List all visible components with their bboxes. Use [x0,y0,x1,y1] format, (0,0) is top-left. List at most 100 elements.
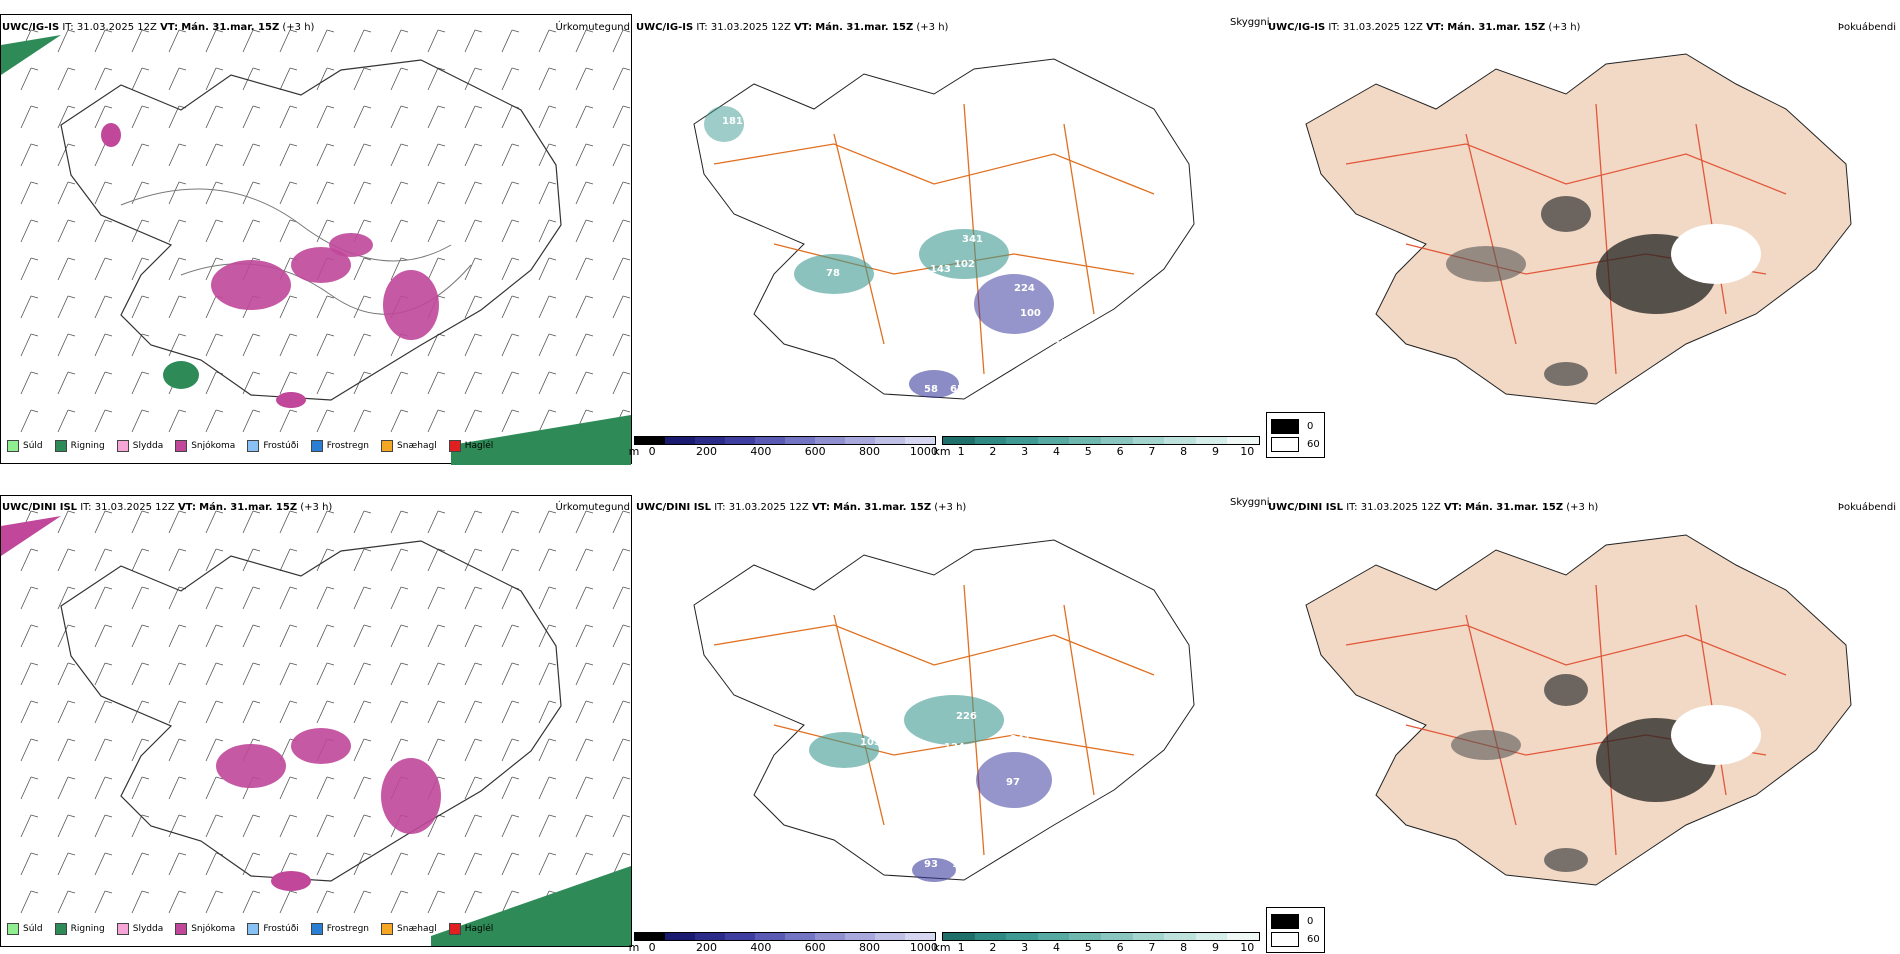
wind-barb [242,67,261,91]
legend-swatch [54,923,67,935]
wind-barb [353,295,372,319]
fog-index-map: 0 60 [1266,14,1900,464]
fog-legend-item: 0 [1271,912,1320,930]
colorbar-tick: 2 [989,445,997,458]
wind-barb [20,700,39,724]
wind-barb [131,662,150,686]
wind-barb [94,29,113,53]
wind-barb [94,548,113,572]
colorbar-segment [943,437,975,444]
height-colorbar: m 0 200 400 600 800 1000 [629,436,938,458]
panel-title-precip: Úrkomutegund [555,22,630,33]
colorbar-tick: 0 [648,445,656,458]
wind-barb [353,890,372,914]
wind-barb [205,624,224,648]
wind-barb [316,662,335,686]
wind-barb [168,257,187,281]
wind-barb [57,624,76,648]
wind-barb [316,333,335,357]
visibility-colorbar: km 1 2 3 4 5 6 7 8 9 10 [933,436,1260,458]
legend-swatch [7,440,19,452]
wind-barb [316,890,335,914]
wind-barb [575,143,594,167]
wind-barb [464,105,483,129]
wind-barb [168,67,187,91]
wind-barb [279,409,298,433]
colorbar-segment [1164,437,1196,444]
wind-barb [464,776,483,800]
wind-barb [427,105,446,129]
wind-barb [464,738,483,762]
visibility-value-label: 55 [1054,338,1068,349]
legend-label: Rigning [70,441,105,451]
colorbar-tick: 7 [1148,445,1156,458]
fog-legend: 0 60 [1266,907,1325,953]
colorbar-tick: 400 [750,445,772,458]
wind-barb [316,814,335,838]
wind-barb [57,371,76,395]
wind-barb [168,219,187,243]
visibility-map: 105 124 226 241 97 79 93 123 m 0 200 400 600 800 1000… [629,495,1264,954]
wind-barb [353,181,372,205]
fog-legend-label: 0 [1307,420,1314,432]
fog-legend-swatch [1271,931,1299,947]
colorbar-segment [815,933,845,940]
wind-barb [205,409,224,433]
wind-barb [538,371,557,395]
colorbar-tick: 8 [1180,445,1188,458]
wind-barb [538,510,557,534]
wind-barb [94,814,113,838]
wind-barb [612,219,631,243]
colorbar-segment [815,437,845,444]
wind-barb [131,105,150,129]
colorbar-segment [1100,933,1133,940]
panel-title-fog: Þokuábendi [1837,502,1896,513]
visibility-value-label: 152 [1012,266,1033,277]
wind-barb [538,257,557,281]
wind-barb [353,333,372,357]
colorbar-segment [905,933,935,940]
init-time: IT: 31.03.2025 12Z [1328,22,1423,33]
init-time: IT: 31.03.2025 12Z [1346,502,1441,513]
wind-barb [612,371,631,395]
colorbar-strip [942,932,1260,941]
wind-barb [501,510,520,534]
wind-barb [353,586,372,610]
wind-barb [205,776,224,800]
wind-barb [20,586,39,610]
colorbar-tick: 1 [957,941,965,954]
fog-legend-swatch [1271,436,1299,452]
wind-barb [538,295,557,319]
colorbar-tick: 400 [750,941,772,954]
wind-barb [20,181,39,205]
wind-barb [242,662,261,686]
visibility-map-svg: 181 78 102 341 143 198 152 224 100 55 58 65 95 [693,58,1195,400]
wind-barb [242,548,261,572]
wind-barb [279,548,298,572]
legend-swatch [448,440,461,452]
wind-barb [205,105,224,129]
wind-barb [205,700,224,724]
wind-barb [57,814,76,838]
colorbar-segment [695,933,725,940]
wind-barb [131,67,150,91]
wind-barb [575,662,594,686]
wind-barb [242,890,261,914]
wind-barb [575,548,594,572]
wind-barb [427,510,446,534]
colorbar-segment [875,437,905,444]
wind-barb [57,143,76,167]
legend-swatch [310,923,323,935]
colorbar-segment [974,933,1007,940]
wind-barb [94,105,113,129]
wind-barb [464,662,483,686]
wind-barb [353,738,372,762]
wind-barb [538,586,557,610]
wind-barb [464,510,483,534]
colorbar-segment [1037,933,1070,940]
wind-barb [205,219,224,243]
wind-barb [94,143,113,167]
legend-item: Frostúði [247,440,299,452]
wind-barb [390,143,409,167]
wind-barb [57,738,76,762]
